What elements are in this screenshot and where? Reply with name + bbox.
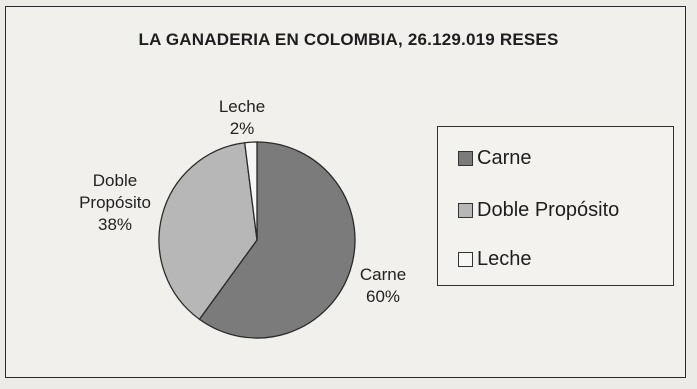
slice-name-doble-proposito-1: Doble <box>92 171 138 190</box>
legend-label-doble-proposito: Doble Propósito <box>477 199 620 221</box>
slice-value-leche: 2% <box>229 119 255 138</box>
chart-title: LA GANADERIA EN COLOMBIA, 26.129.019 RES… <box>138 30 559 49</box>
legend-label-carne: Carne <box>477 147 532 169</box>
legend-label-leche: Leche <box>477 248 532 270</box>
slice-label-doble-proposito: Doble Propósito 38% <box>55 170 175 236</box>
slice-label-carne: Carne 60% <box>348 264 418 308</box>
chart-legend: Carne Doble Propósito Leche <box>437 126 674 286</box>
slice-value-doble-proposito: 38% <box>97 215 133 234</box>
slice-name-carne: Carne <box>359 265 407 284</box>
pie-slice-doble-proposito <box>158 142 258 321</box>
legend-item-carne: Carne <box>458 147 531 170</box>
legend-swatch-carne <box>458 151 473 166</box>
legend-item-doble-proposito: Doble Propósito <box>458 199 619 222</box>
pie-slice-carne <box>198 141 356 339</box>
legend-item-leche: Leche <box>458 248 532 271</box>
slice-name-doble-proposito-2: Propósito <box>79 193 151 212</box>
legend-swatch-leche <box>458 252 473 267</box>
pie-slice-leche <box>243 141 258 241</box>
slice-label-leche: Leche 2% <box>207 96 277 140</box>
slice-name-leche: Leche <box>218 97 266 116</box>
legend-swatch-doble-proposito <box>458 203 473 218</box>
slice-value-carne: 60% <box>365 287 401 306</box>
